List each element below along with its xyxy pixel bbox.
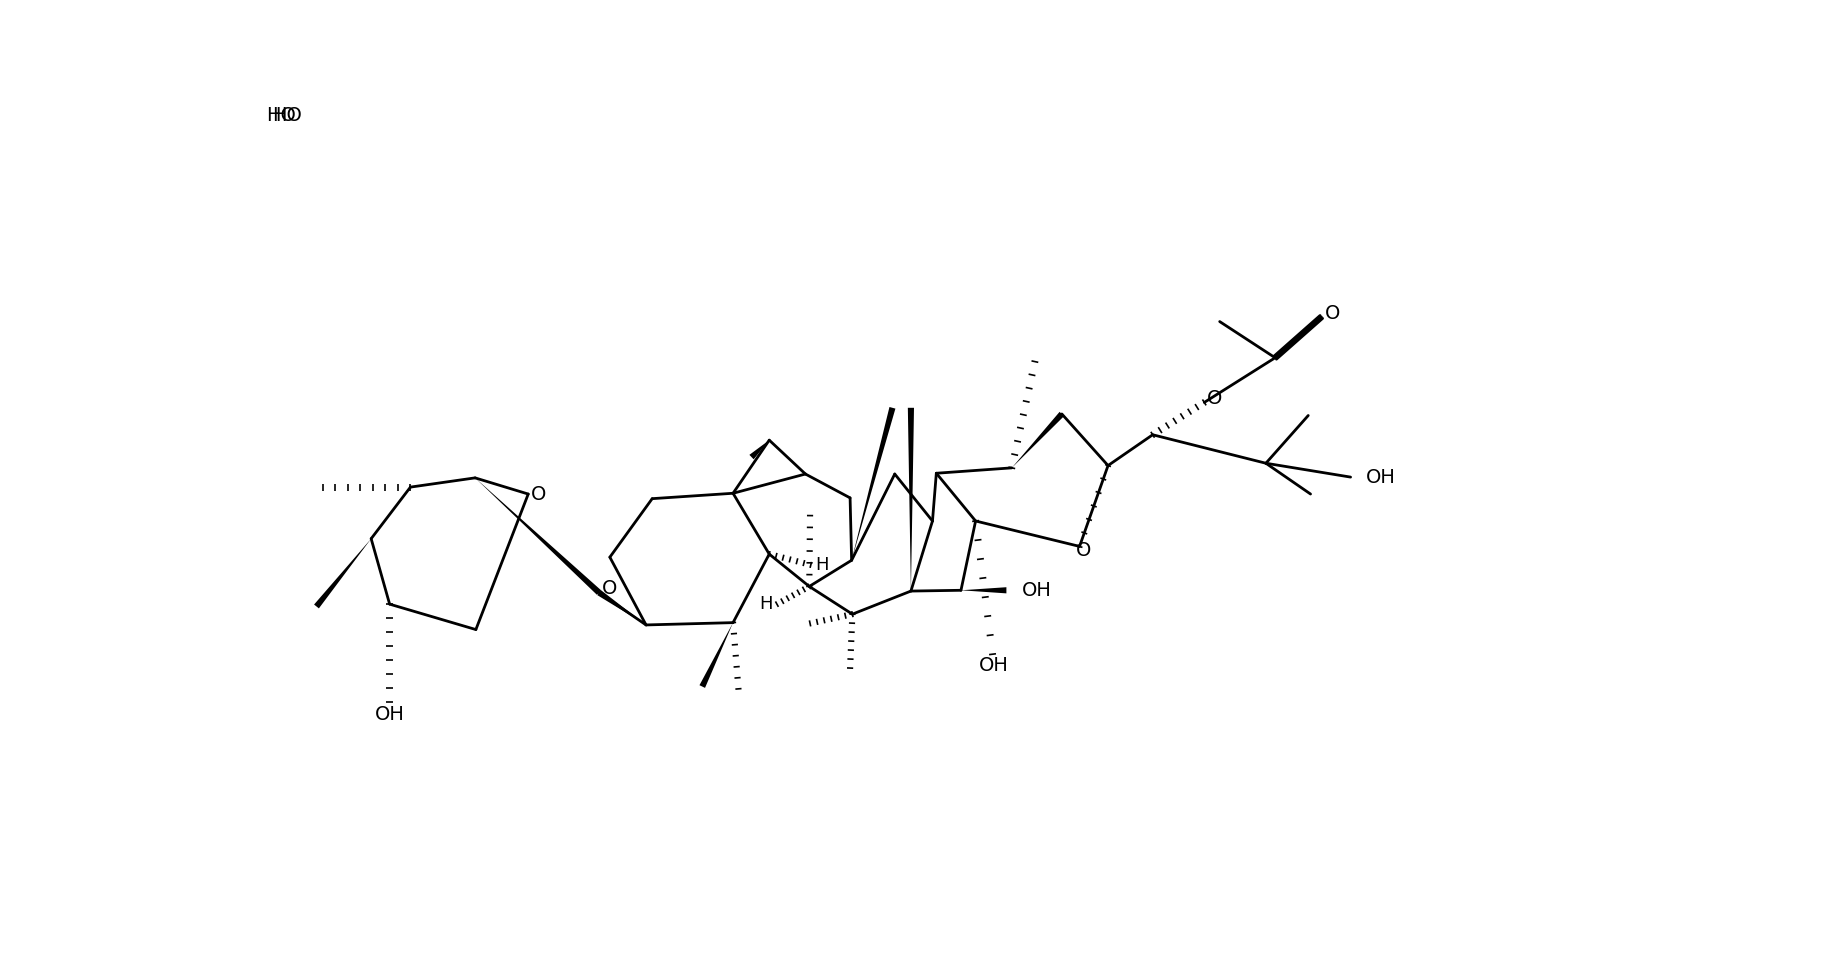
Text: O: O <box>531 485 547 504</box>
Text: HO: HO <box>266 106 296 125</box>
Polygon shape <box>907 408 914 591</box>
Polygon shape <box>314 539 371 609</box>
Polygon shape <box>960 588 1006 593</box>
Text: H: H <box>815 556 828 574</box>
Text: O: O <box>1206 389 1223 408</box>
Text: O: O <box>602 579 617 598</box>
Polygon shape <box>700 623 733 688</box>
Text: O: O <box>1076 540 1091 560</box>
Polygon shape <box>749 440 769 459</box>
Text: HO: HO <box>272 106 301 125</box>
Text: O: O <box>1324 303 1340 323</box>
Polygon shape <box>1012 412 1065 468</box>
Polygon shape <box>852 407 896 561</box>
Text: OH: OH <box>1023 581 1052 600</box>
Text: OH: OH <box>1366 468 1395 487</box>
Polygon shape <box>597 590 646 625</box>
Polygon shape <box>476 478 600 595</box>
Text: OH: OH <box>375 705 404 724</box>
Text: OH: OH <box>979 657 1010 675</box>
Text: H: H <box>760 595 773 613</box>
